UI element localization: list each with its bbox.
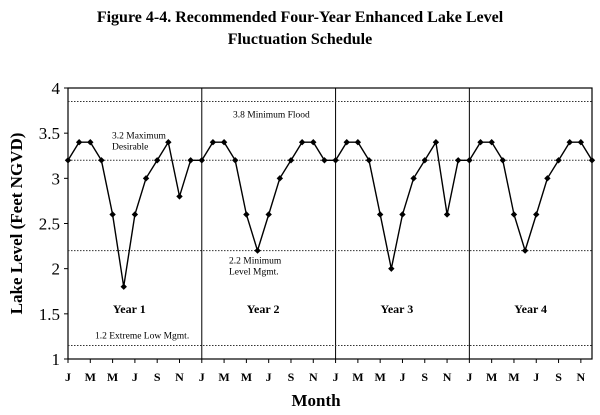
x-tick-label: M bbox=[486, 370, 497, 384]
data-point bbox=[254, 247, 261, 254]
data-point bbox=[521, 247, 529, 254]
data-point bbox=[432, 139, 440, 146]
data-point bbox=[165, 139, 172, 146]
data-point bbox=[332, 157, 339, 164]
x-tick-label: S bbox=[555, 370, 562, 384]
data-point bbox=[176, 193, 183, 200]
reference-line-label: 1.2 Extreme Low Mgmt. bbox=[95, 331, 189, 341]
data-point bbox=[64, 157, 72, 164]
chart-labels: Year 1 Year 2 Year 3 Year 4 Month Lake Level … bbox=[7, 133, 547, 410]
year-label: Year 3 bbox=[381, 302, 414, 316]
data-point bbox=[87, 139, 94, 146]
data-point bbox=[343, 139, 350, 146]
x-tick-label: N bbox=[577, 370, 586, 384]
data-point bbox=[187, 157, 194, 164]
data-point bbox=[588, 157, 596, 164]
data-point bbox=[243, 211, 250, 218]
x-tick-label: M bbox=[352, 370, 363, 384]
data-point bbox=[544, 175, 551, 182]
data-point bbox=[209, 139, 217, 146]
data-point bbox=[477, 139, 484, 146]
x-tick-label: N bbox=[443, 370, 452, 384]
data-point bbox=[488, 139, 495, 146]
x-tick-label: N bbox=[175, 370, 184, 384]
x-tick-label: S bbox=[154, 370, 161, 384]
x-tick-label: M bbox=[107, 370, 118, 384]
data-point bbox=[399, 211, 406, 218]
x-tick-label: M bbox=[218, 370, 229, 384]
y-tick-label: 2.5 bbox=[39, 215, 60, 234]
data-point bbox=[443, 211, 451, 218]
x-tick-label: J bbox=[199, 370, 205, 384]
year-label: Year 2 bbox=[247, 302, 280, 316]
chart-title-line2: Fluctuation Schedule bbox=[227, 31, 373, 48]
year-label: Year 4 bbox=[514, 302, 547, 316]
data-point bbox=[142, 175, 150, 182]
data-point bbox=[577, 139, 585, 146]
data-point bbox=[298, 139, 306, 146]
x-tick-label: M bbox=[508, 370, 519, 384]
x-tick-label: M bbox=[85, 370, 96, 384]
data-point bbox=[109, 211, 116, 218]
data-point bbox=[354, 139, 362, 146]
data-point bbox=[232, 157, 239, 164]
data-point bbox=[98, 157, 105, 164]
x-tick-label: M bbox=[241, 370, 252, 384]
data-point bbox=[555, 157, 562, 164]
x-tick-label: J bbox=[266, 370, 272, 384]
data-point bbox=[321, 157, 328, 164]
data-point bbox=[365, 157, 373, 164]
y-tick-label: 1.5 bbox=[39, 305, 60, 324]
data-point bbox=[220, 139, 228, 146]
x-tick-label: J bbox=[466, 370, 472, 384]
data-point bbox=[533, 211, 540, 218]
x-tick-label: J bbox=[132, 370, 138, 384]
x-tick-label: S bbox=[421, 370, 428, 384]
data-point bbox=[265, 211, 272, 218]
series-line-path bbox=[67, 140, 593, 287]
data-point bbox=[410, 175, 417, 182]
year-label: Year 1 bbox=[113, 302, 146, 316]
x-axis-title: Month bbox=[291, 391, 341, 410]
data-point bbox=[287, 157, 295, 164]
x-tick-label: J bbox=[65, 370, 71, 384]
reference-line-label: 3.8 Minimum Flood bbox=[233, 111, 310, 121]
y-tick-label: 3.5 bbox=[39, 124, 60, 143]
x-tick-label: J bbox=[533, 370, 539, 384]
x-tick-label: J bbox=[333, 370, 339, 384]
x-tick-label: M bbox=[375, 370, 386, 384]
data-point bbox=[376, 211, 384, 218]
data-point bbox=[455, 157, 462, 164]
data-point bbox=[75, 139, 83, 146]
chart-title-line1: Figure 4-4. Recommended Four-Year Enhanc… bbox=[96, 9, 504, 26]
chart-axes: 11.522.533.54J M M J S N J M M J S N J M M J S N J M M J S N bbox=[39, 79, 593, 384]
data-point bbox=[499, 157, 507, 164]
plot-frame bbox=[67, 87, 593, 360]
y-tick-label: 3 bbox=[52, 169, 61, 188]
reference-line-label: 2.2 Minimum Level Mgmt. bbox=[229, 257, 282, 278]
x-tick-label: J bbox=[399, 370, 405, 384]
y-tick-label: 4 bbox=[52, 79, 61, 98]
series-line bbox=[64, 139, 596, 290]
x-tick-label: N bbox=[309, 370, 318, 384]
x-tick-label: S bbox=[288, 370, 295, 384]
data-point bbox=[510, 211, 518, 218]
data-point bbox=[198, 157, 205, 164]
data-point bbox=[310, 139, 317, 146]
data-point bbox=[276, 175, 284, 182]
data-point bbox=[466, 157, 473, 164]
y-axis-title: Lake Level (Feet NGVD) bbox=[7, 133, 26, 315]
data-point bbox=[566, 139, 573, 146]
data-point bbox=[131, 211, 139, 218]
data-point bbox=[421, 157, 428, 164]
data-point bbox=[153, 157, 161, 164]
y-tick-label: 2 bbox=[52, 260, 61, 279]
data-point bbox=[120, 283, 127, 290]
reference-line-label: 3.2 Maximum Desirable bbox=[112, 131, 166, 152]
y-tick-label: 1 bbox=[52, 350, 61, 369]
data-point bbox=[388, 265, 395, 272]
